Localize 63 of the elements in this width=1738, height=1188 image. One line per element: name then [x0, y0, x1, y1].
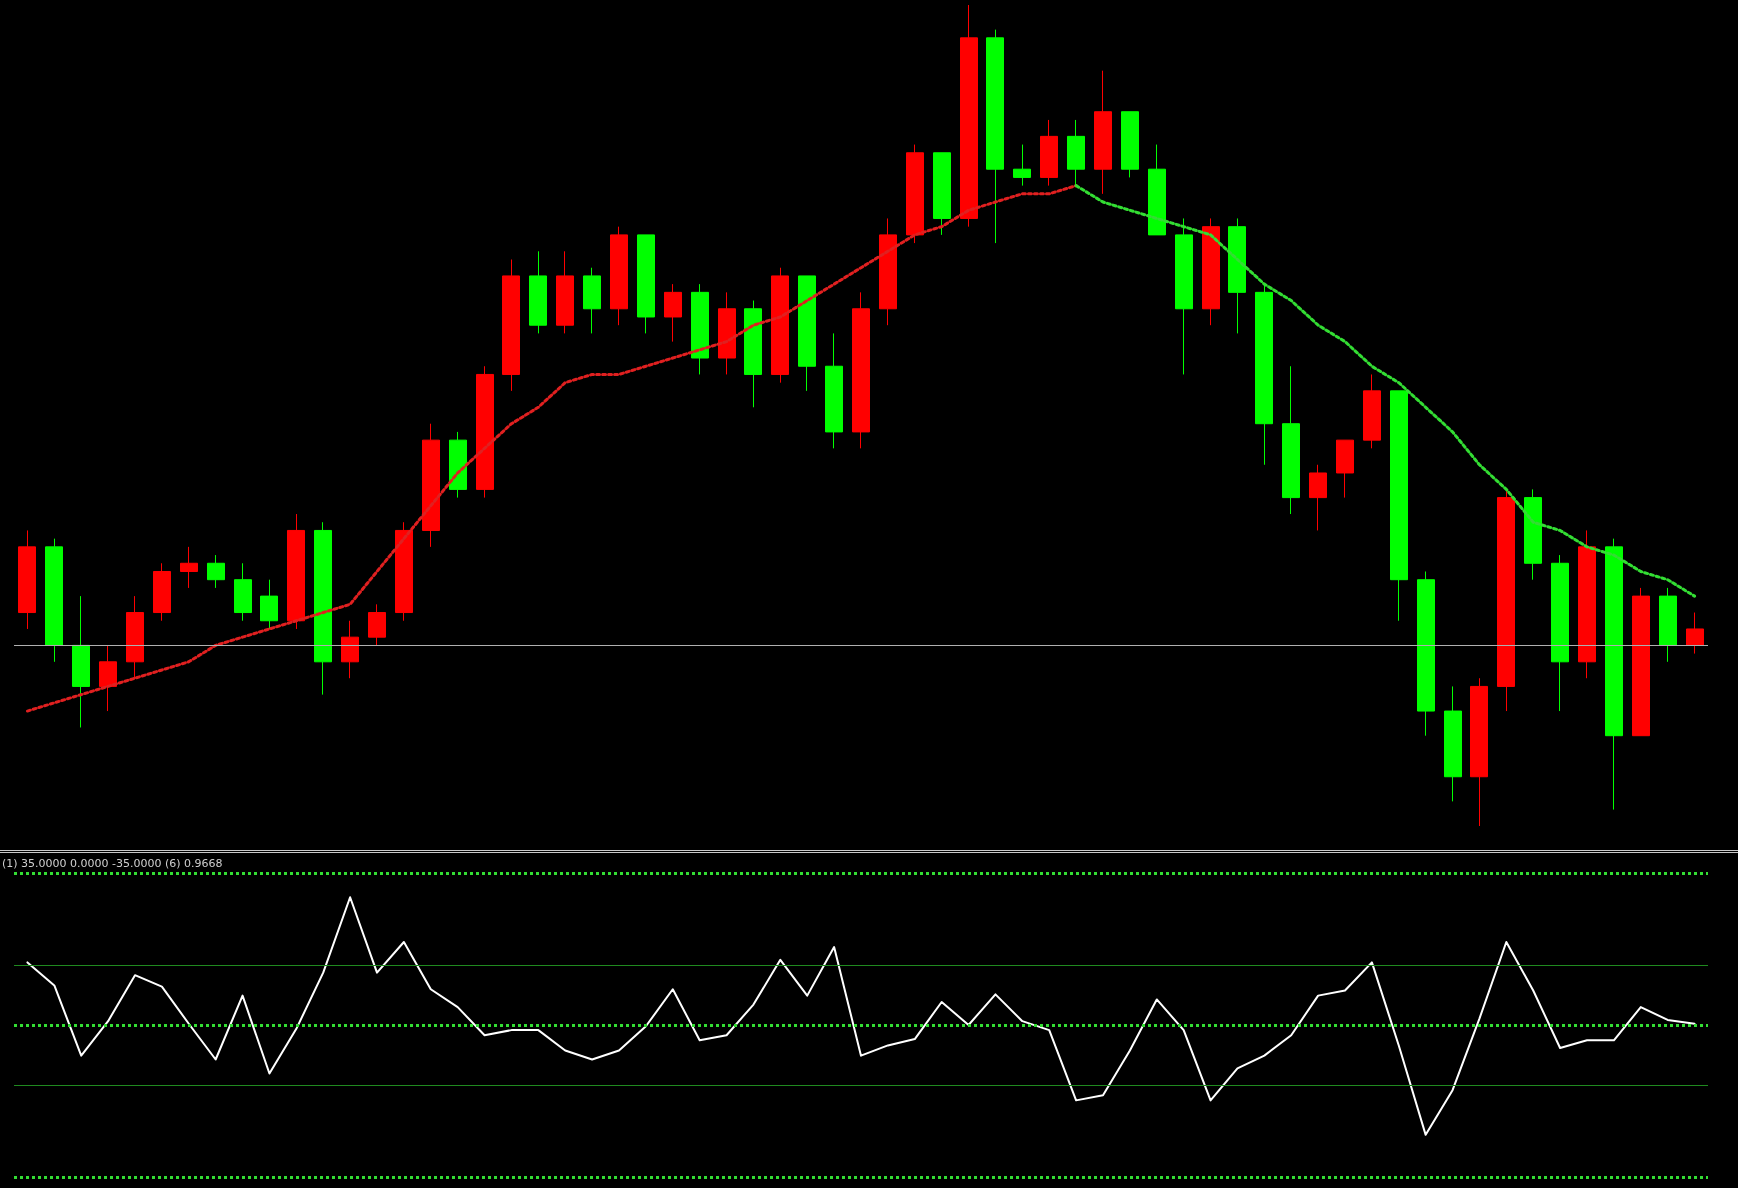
- candlestick: [314, 521, 332, 696]
- candlestick: [476, 365, 494, 499]
- candlestick: [610, 226, 628, 326]
- text: (1) 35.0000 0.0000 -35.0000 (6) 0.9668: [2, 857, 223, 870]
- candlestick: [1309, 464, 1327, 531]
- candlestick: [18, 529, 36, 630]
- candlestick: [529, 250, 547, 334]
- candlestick: [368, 603, 386, 646]
- candlestick: [933, 152, 951, 236]
- candlestick: [1417, 570, 1435, 737]
- candlestick: [1121, 111, 1139, 178]
- candlestick: [287, 513, 305, 630]
- candlestick: [502, 259, 520, 392]
- candlestick: [1551, 554, 1569, 712]
- candlestick: [1148, 144, 1166, 236]
- candlestick: [986, 29, 1004, 244]
- candlestick: [906, 144, 924, 244]
- candlestick: [1605, 538, 1623, 811]
- candlestick: [1175, 217, 1193, 375]
- candlestick: [1336, 439, 1354, 499]
- candlestick: [126, 595, 144, 679]
- candlestick: [1390, 390, 1408, 622]
- candlestick: [852, 291, 870, 449]
- candlestick: [1470, 677, 1488, 827]
- candlestick: [637, 234, 655, 334]
- candlestick: [879, 217, 897, 326]
- candlestick: [99, 644, 117, 712]
- candlestick: [1363, 373, 1381, 449]
- candlestick: [718, 291, 736, 375]
- candlestick: [260, 579, 278, 630]
- candlestick: [207, 554, 225, 589]
- candlestick: [341, 620, 359, 679]
- candlestick: [449, 431, 467, 499]
- candlestick: [1282, 365, 1300, 515]
- candlestick: [1632, 587, 1650, 737]
- candlestick: [1524, 488, 1542, 581]
- candlestick: [180, 546, 198, 589]
- candlestick: [1202, 217, 1220, 326]
- candlestick: [395, 521, 413, 622]
- candlestick: [234, 562, 252, 622]
- candlestick: [583, 267, 601, 334]
- candlestick: [1094, 70, 1112, 195]
- candlestick: [1686, 612, 1704, 655]
- candlestick: [422, 423, 440, 548]
- candlestick: [556, 250, 574, 334]
- candlestick: [153, 562, 171, 622]
- candlestick: [771, 267, 789, 384]
- candlestick: [798, 275, 816, 392]
- candlestick: [825, 332, 843, 449]
- candlestick: [1659, 587, 1677, 663]
- candlestick: [744, 300, 762, 408]
- candlestick: [1040, 119, 1058, 187]
- candlestick: [1255, 283, 1273, 466]
- candlestick: [1013, 144, 1031, 187]
- candlestick: [691, 283, 709, 375]
- candlestick: [960, 4, 978, 228]
- candlestick: [1228, 217, 1246, 334]
- candlestick: [1444, 685, 1462, 802]
- candlestick: [1067, 119, 1085, 187]
- candlestick: [45, 538, 63, 663]
- candlestick: [664, 283, 682, 343]
- candlestick: [1578, 529, 1596, 679]
- candlestick: [72, 595, 90, 728]
